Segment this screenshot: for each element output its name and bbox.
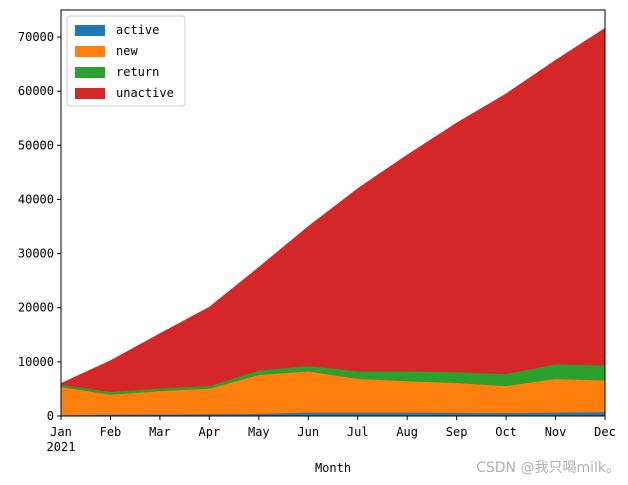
legend-swatch-unactive <box>75 88 105 99</box>
legend: active new return unactive <box>66 15 186 107</box>
y-tick-label: 20000 <box>18 301 54 315</box>
y-tick-label: 0 <box>47 409 54 423</box>
x-tick-label: Oct <box>495 425 517 439</box>
plot-frame <box>60 9 606 417</box>
x-tick-label: Dec <box>594 425 616 439</box>
x-tick-label: Feb <box>100 425 122 439</box>
x-axis-title: Month <box>315 461 351 475</box>
y-tick-label: 50000 <box>18 138 54 152</box>
legend-label-unactive: unactive <box>116 86 174 100</box>
legend-swatch-return <box>75 67 105 78</box>
y-tick-label: 60000 <box>18 84 54 98</box>
y-tick-label: 70000 <box>18 30 54 44</box>
x-tick-label: May <box>248 425 270 439</box>
x-tick-label: Mar <box>149 425 171 439</box>
legend-swatch-new <box>75 46 105 57</box>
x-tick-label: Jan 2021 <box>47 425 76 454</box>
watermark-text: CSDN @我只喝milk。 <box>476 460 620 476</box>
y-tick-label: 10000 <box>18 355 54 369</box>
x-axis: Jan 2021 Feb Mar Apr May Jun Jul Aug Sep Oct Nov Dec <box>47 416 616 454</box>
x-tick-label: Nov <box>545 425 567 439</box>
legend-label-return: return <box>116 65 159 79</box>
legend-swatch-active <box>75 25 105 36</box>
x-tick-label: Apr <box>199 425 221 439</box>
y-tick-label: 30000 <box>18 247 54 261</box>
x-tick-label: Aug <box>396 425 418 439</box>
x-tick-label: Jun <box>297 425 319 439</box>
legend-label-active: active <box>116 23 159 37</box>
legend-box <box>66 15 186 107</box>
x-tick-label: Jul <box>347 425 369 439</box>
y-tick-label: 40000 <box>18 192 54 206</box>
x-tick-label: Sep <box>446 425 468 439</box>
legend-label-new: new <box>116 44 138 58</box>
y-axis: 0 10000 20000 30000 40000 50000 60000 70000 <box>18 30 61 423</box>
